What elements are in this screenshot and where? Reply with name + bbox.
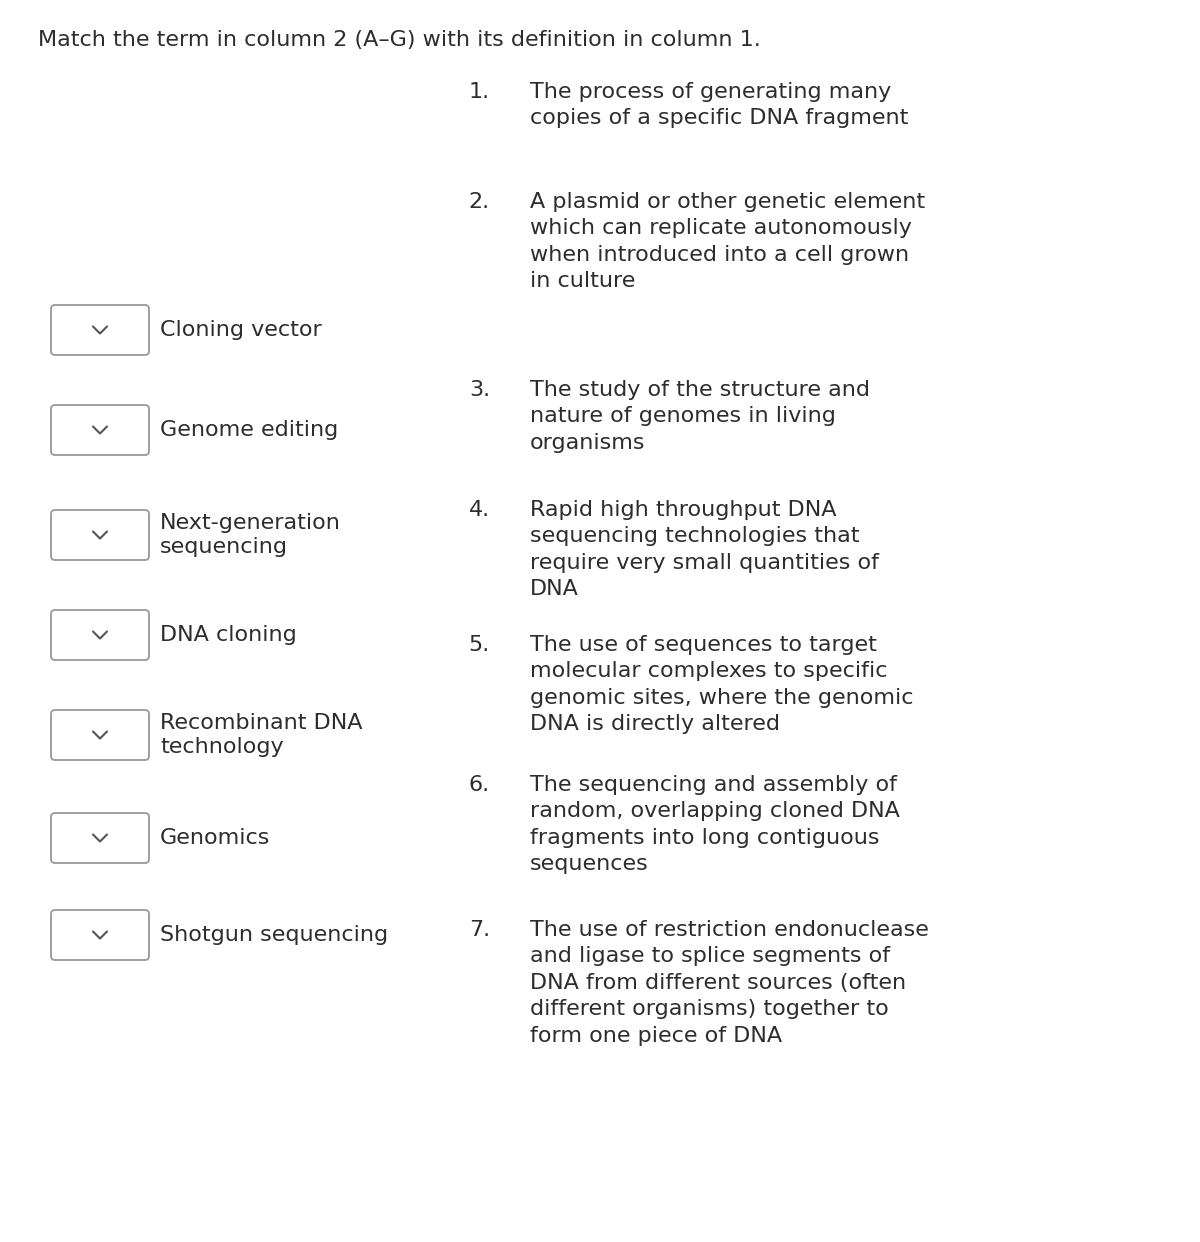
Text: 5.: 5. <box>469 635 490 655</box>
FancyBboxPatch shape <box>50 814 149 863</box>
Text: 1.: 1. <box>469 82 490 102</box>
Text: Cloning vector: Cloning vector <box>160 320 322 340</box>
Text: 6.: 6. <box>469 775 490 795</box>
Text: The sequencing and assembly of
random, overlapping cloned DNA
fragments into lon: The sequencing and assembly of random, o… <box>530 775 900 874</box>
Text: The use of sequences to target
molecular complexes to specific
genomic sites, wh: The use of sequences to target molecular… <box>530 635 913 734</box>
Text: Rapid high throughput DNA
sequencing technologies that
require very small quanti: Rapid high throughput DNA sequencing tec… <box>530 501 878 599</box>
FancyBboxPatch shape <box>50 306 149 355</box>
Text: Recombinant DNA
technology: Recombinant DNA technology <box>160 713 362 758</box>
Text: A plasmid or other genetic element
which can replicate autonomously
when introdu: A plasmid or other genetic element which… <box>530 193 925 291</box>
Text: Next-generation
sequencing: Next-generation sequencing <box>160 513 341 558</box>
FancyBboxPatch shape <box>50 405 149 455</box>
Text: Match the term in column 2 (A–G) with its definition in column 1.: Match the term in column 2 (A–G) with it… <box>38 30 761 50</box>
Text: 3.: 3. <box>469 380 490 400</box>
Text: The process of generating many
copies of a specific DNA fragment: The process of generating many copies of… <box>530 82 908 128</box>
FancyBboxPatch shape <box>50 910 149 960</box>
Text: The use of restriction endonuclease
and ligase to splice segments of
DNA from di: The use of restriction endonuclease and … <box>530 920 929 1046</box>
Text: The study of the structure and
nature of genomes in living
organisms: The study of the structure and nature of… <box>530 380 870 453</box>
Text: 2.: 2. <box>469 193 490 212</box>
FancyBboxPatch shape <box>50 510 149 560</box>
Text: 4.: 4. <box>469 501 490 520</box>
FancyBboxPatch shape <box>50 710 149 760</box>
Text: Genomics: Genomics <box>160 828 270 848</box>
Text: DNA cloning: DNA cloning <box>160 625 296 645</box>
FancyBboxPatch shape <box>50 610 149 660</box>
Text: 7.: 7. <box>469 920 490 940</box>
Text: Genome editing: Genome editing <box>160 420 338 440</box>
Text: Shotgun sequencing: Shotgun sequencing <box>160 925 388 945</box>
